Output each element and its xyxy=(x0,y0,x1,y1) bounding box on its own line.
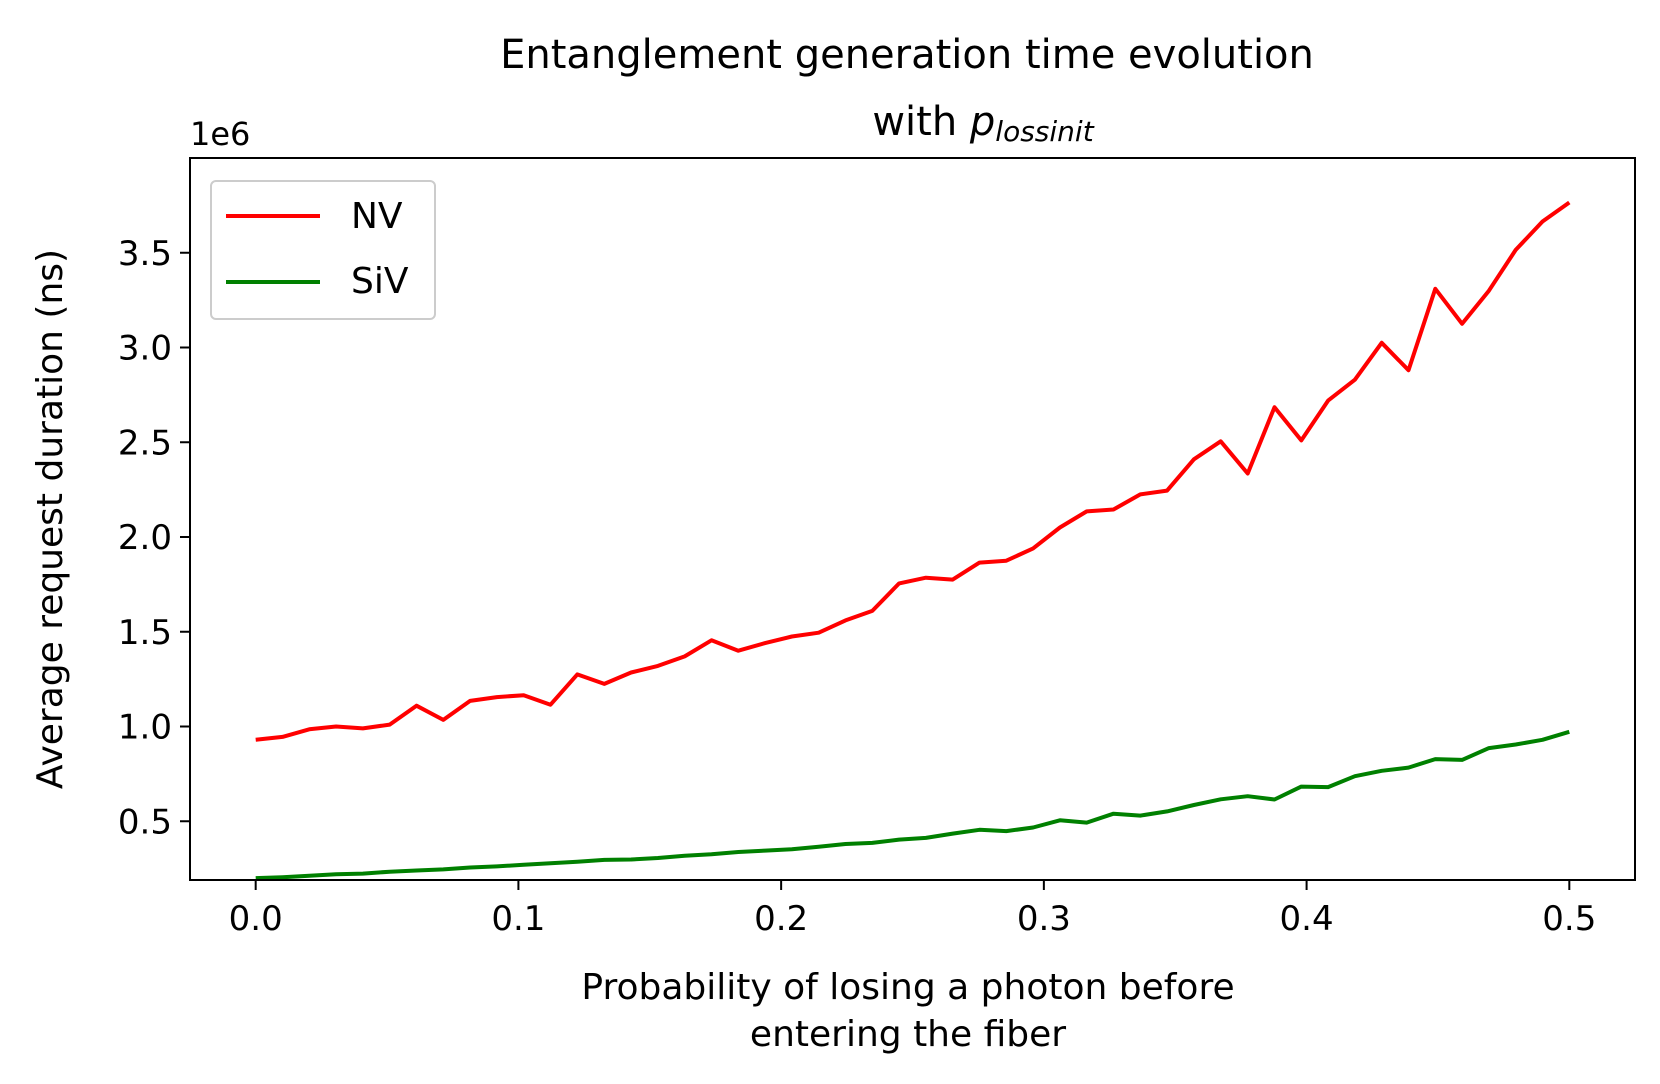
series-line-nv xyxy=(255,200,1571,742)
y-tick-label: 3.0 xyxy=(118,329,172,369)
y-tick-label: 1.5 xyxy=(118,613,172,653)
y-axis-label: Average request duration (ns) xyxy=(30,249,71,789)
y-tick-label: 2.0 xyxy=(118,518,172,558)
title-math-base: p xyxy=(969,99,995,145)
legend: NV SiV xyxy=(210,180,436,320)
x-tick-label: 0.0 xyxy=(229,899,283,939)
x-axis-label-line2: entering the fiber xyxy=(750,1014,1066,1055)
legend-label-nv: NV xyxy=(351,196,403,237)
x-tick-label: 0.3 xyxy=(1017,899,1071,939)
x-tick-label: 0.1 xyxy=(491,899,545,939)
y-tick-label: 0.5 xyxy=(118,802,172,842)
y-tick-label: 2.5 xyxy=(118,423,172,463)
x-tick-label: 0.5 xyxy=(1542,899,1596,939)
y-axis-ticks: 0.5 1.0 1.5 2.0 2.5 3.0 3.5 xyxy=(118,234,190,842)
plot-frame xyxy=(189,157,1636,881)
x-tick-label: 0.4 xyxy=(1280,899,1334,939)
y-tick-label: 3.5 xyxy=(118,234,172,274)
x-tick-label: 0.2 xyxy=(754,899,808,939)
chart-title-line2: with plossinit xyxy=(872,99,1094,148)
x-axis-ticks: 0.0 0.1 0.2 0.3 0.4 0.5 xyxy=(229,880,1596,939)
y-tick-label: 1.0 xyxy=(118,708,172,748)
chart-title-line1: Entanglement generation time evolution xyxy=(500,32,1314,78)
series-line-siv xyxy=(255,729,1570,881)
legend-label-siv: SiV xyxy=(351,261,409,302)
series-lines xyxy=(255,200,1571,881)
title-math-sub: lossinit xyxy=(995,115,1094,148)
x-axis-label-line1: Probability of losing a photon before xyxy=(581,967,1234,1008)
y-offset-label: 1e6 xyxy=(190,115,250,153)
title-prefix: with xyxy=(872,99,970,145)
